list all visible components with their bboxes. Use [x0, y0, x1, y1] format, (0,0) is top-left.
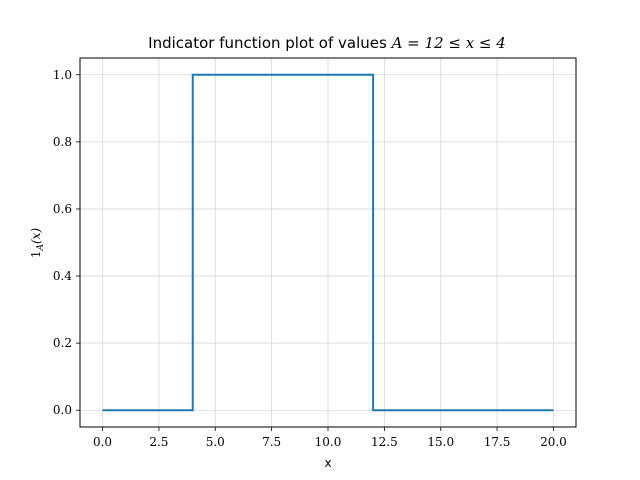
x-tick-label: 15.0	[427, 435, 454, 449]
x-tick-label: 7.5	[262, 435, 281, 449]
x-tick-label: 2.5	[149, 435, 168, 449]
grid	[80, 58, 576, 427]
x-tick-label: 12.5	[371, 435, 398, 449]
y-tick-label: 0.6	[53, 202, 72, 216]
y-tick-label: 0.0	[53, 403, 72, 417]
y-tick-label: 0.8	[53, 135, 72, 149]
y-tick-label: 0.4	[53, 269, 72, 283]
x-tick-label: 5.0	[206, 435, 225, 449]
series-line	[102, 73, 554, 412]
x-tick-label: 10.0	[315, 435, 342, 449]
x-tick-label: 0.0	[93, 435, 112, 449]
x-axis-label: x	[324, 456, 331, 470]
x-tick-label: 20.0	[540, 435, 567, 449]
y-axis-label: 1A(x)	[29, 228, 46, 259]
x-tick-label: 17.5	[484, 435, 511, 449]
y-tick-label: 0.2	[53, 336, 72, 350]
ticks: 0.0 2.5 5.0 7.5 10.0 12.5 15.0 17.5 20.0 0.0 0.2 0.…	[53, 68, 567, 449]
chart-title: Indicator function plot of values A = 12…	[148, 34, 506, 52]
y-tick-label: 1.0	[53, 68, 72, 82]
